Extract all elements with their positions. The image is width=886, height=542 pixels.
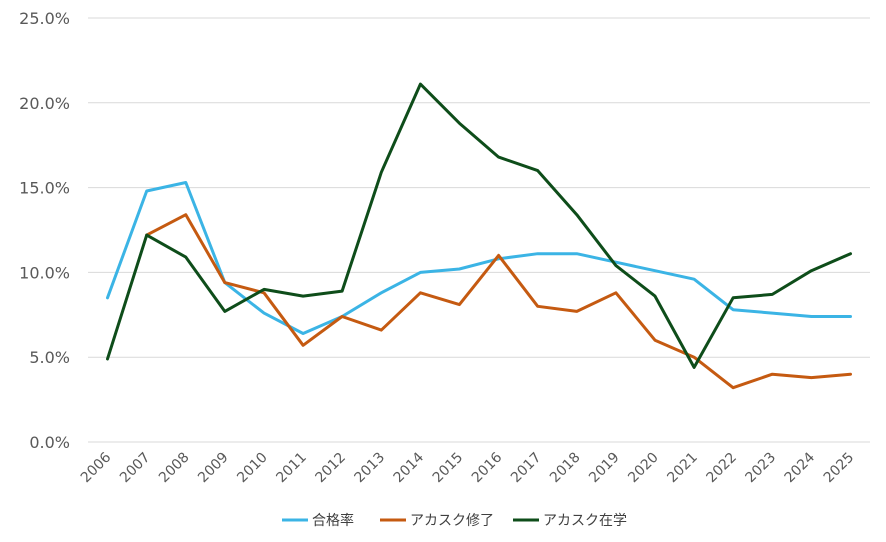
y-tick-label: 5.0% xyxy=(29,348,70,367)
y-tick-label: 10.0% xyxy=(19,263,70,282)
x-tick-label: 2023 xyxy=(743,450,780,487)
y-axis-ticks: 0.0% 5.0% 10.0% 15.0% 20.0% 25.0% xyxy=(19,9,70,452)
x-axis-ticks: 2006 2007 2008 2009 2010 2011 2012 2013 2014 2015… xyxy=(78,449,857,486)
x-tick-label: 2018 xyxy=(547,450,584,487)
x-tick-label: 2019 xyxy=(586,450,623,487)
legend: 合格率 アカスク修了 アカスク在学 xyxy=(282,512,627,529)
x-tick-label: 2009 xyxy=(195,450,232,487)
x-tick-label: 2017 xyxy=(508,450,545,487)
y-tick-label: 0.0% xyxy=(29,433,70,452)
x-tick-label: 2015 xyxy=(430,450,467,487)
x-tick-label: 2025 xyxy=(821,450,858,487)
x-tick-label: 2020 xyxy=(625,450,662,487)
x-tick-label: 2007 xyxy=(117,450,154,487)
x-tick-label: 2006 xyxy=(78,449,115,486)
series-line-1 xyxy=(106,181,852,335)
series-line-3 xyxy=(106,82,852,369)
y-tick-label: 15.0% xyxy=(19,179,70,198)
y-tick-label: 25.0% xyxy=(19,9,70,28)
x-tick-label: 2008 xyxy=(156,450,193,487)
y-tick-label: 20.0% xyxy=(19,94,70,113)
x-tick-label: 2016 xyxy=(469,449,506,486)
x-tick-label: 2012 xyxy=(312,450,349,487)
x-tick-label: 2011 xyxy=(273,450,310,487)
series-line-2 xyxy=(145,213,852,390)
x-tick-label: 2013 xyxy=(352,450,389,487)
legend-label: アカスク修了 xyxy=(410,513,494,529)
x-tick-label: 2010 xyxy=(234,450,271,487)
x-tick-label: 2022 xyxy=(703,450,740,487)
series-lines xyxy=(106,82,852,390)
x-tick-label: 2024 xyxy=(782,449,819,486)
legend-label: 合格率 xyxy=(312,512,354,529)
x-tick-label: 2021 xyxy=(664,450,701,487)
legend-label: アカスク在学 xyxy=(543,513,627,529)
x-tick-label: 2014 xyxy=(391,449,428,486)
